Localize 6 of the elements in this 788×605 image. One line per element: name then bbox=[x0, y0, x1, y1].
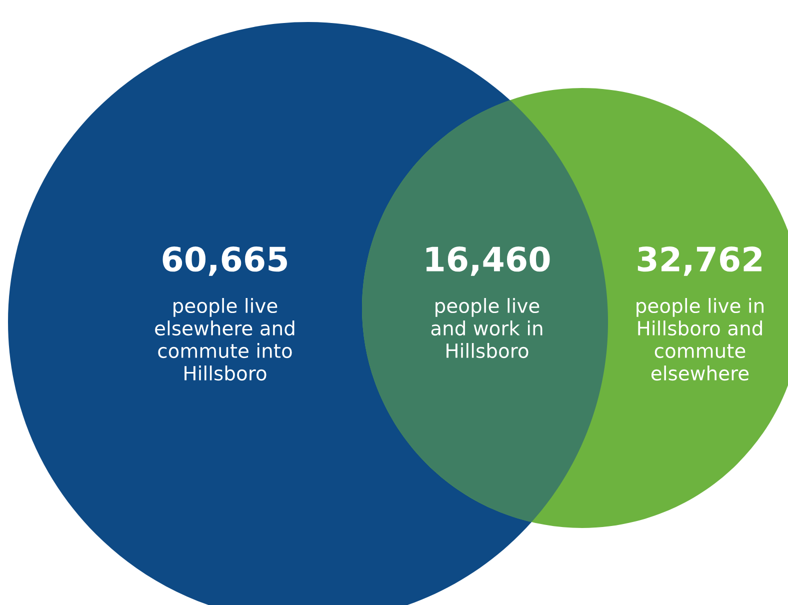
category-label: people live in Hillsboro and commute elsewhere bbox=[636, 298, 764, 381]
category-label: people live and work in Hillsboro bbox=[431, 298, 542, 358]
data-label: 32,762 bbox=[638, 246, 762, 276]
category-label: people live elsewhere and commute into Hillsboro bbox=[155, 298, 294, 381]
data-label: 16,460 bbox=[426, 246, 550, 276]
data-label: 60,665 bbox=[162, 246, 287, 276]
